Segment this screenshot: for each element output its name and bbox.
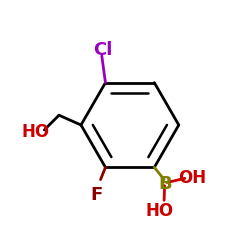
Text: HO: HO <box>145 202 173 220</box>
Text: B: B <box>158 176 172 194</box>
Text: Cl: Cl <box>93 41 113 59</box>
Text: OH: OH <box>178 169 206 187</box>
Text: HO: HO <box>22 123 50 141</box>
Text: F: F <box>91 186 103 204</box>
